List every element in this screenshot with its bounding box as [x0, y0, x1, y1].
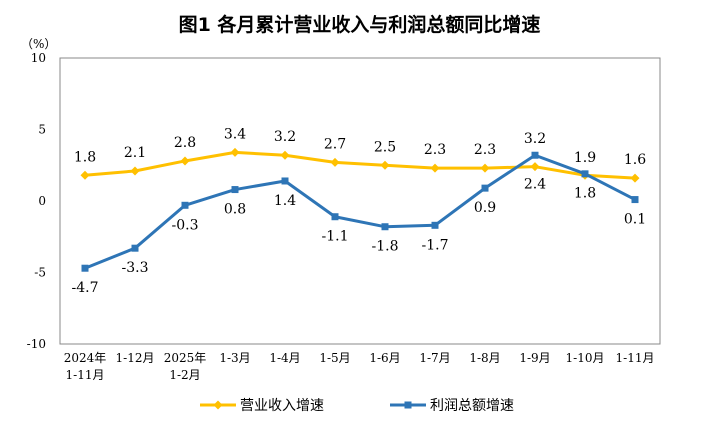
- series-point: [230, 147, 240, 157]
- series-line-0: [84, 150, 636, 180]
- data-label: 2.3: [424, 142, 446, 158]
- y-tick-label: -10: [27, 337, 46, 351]
- data-label: 0.1: [624, 212, 646, 228]
- series-point: [581, 170, 589, 178]
- chart-title: 图1 各月累计营业收入与利润总额同比增速: [178, 14, 541, 36]
- legend-swatch-marker: [213, 400, 223, 410]
- x-tick-label: 1-4月: [269, 351, 300, 365]
- data-label: 1.6: [624, 152, 646, 168]
- series-point: [181, 201, 189, 209]
- series-point: [431, 221, 439, 229]
- data-label: 2.5: [374, 139, 396, 155]
- y-tick-label: 5: [38, 123, 46, 137]
- legend-swatch-marker: [404, 401, 412, 409]
- x-tick-label: 1-5月: [319, 351, 350, 365]
- data-label: 0.9: [474, 200, 496, 216]
- data-label: 1.4: [274, 193, 296, 209]
- data-label: -3.3: [122, 260, 149, 276]
- y-axis-ticks: 10 5 0 -5 -10: [27, 51, 46, 351]
- series-point: [130, 166, 140, 176]
- plot-frame: [59, 57, 661, 345]
- x-tick-label: 1-3月: [219, 351, 250, 365]
- data-label: 3.2: [274, 129, 296, 145]
- series-point: [180, 156, 190, 166]
- series-point: [280, 150, 290, 160]
- series-layer: [80, 147, 640, 272]
- data-label: 1.8: [74, 149, 96, 165]
- data-label: 0.8: [224, 202, 246, 218]
- x-tick-label: 2024年: [64, 351, 107, 365]
- x-tick-label: 2025年: [164, 351, 207, 365]
- data-label: 1.9: [574, 150, 596, 166]
- series-point: [330, 157, 340, 167]
- x-tick-label: 1-2月: [169, 368, 200, 382]
- data-label: 1.8: [574, 185, 596, 201]
- y-tick-label: 0: [38, 194, 46, 208]
- legend-label: 利润总额增速: [430, 398, 514, 414]
- data-label: 2.8: [174, 135, 196, 151]
- data-label: -1.1: [322, 229, 349, 245]
- data-label: 2.7: [324, 136, 346, 152]
- data-label: 3.4: [224, 126, 246, 142]
- series-point: [531, 151, 539, 159]
- series-point: [80, 170, 90, 180]
- series-point: [131, 244, 139, 252]
- series-point: [530, 162, 540, 172]
- series-point: [480, 163, 490, 173]
- series-point: [281, 177, 289, 185]
- x-tick-label: 1-7月: [419, 351, 450, 365]
- series-point: [380, 160, 390, 170]
- series-point: [81, 264, 89, 272]
- x-tick-label: 1-11月: [616, 351, 655, 365]
- series-point: [381, 223, 389, 231]
- legend-label: 营业收入增速: [240, 398, 324, 414]
- legend: 营业收入增速 利润总额增速: [200, 398, 514, 414]
- series-point: [631, 196, 639, 204]
- data-label: -1.8: [372, 239, 399, 255]
- series-point: [231, 186, 239, 194]
- x-tick-label: 1-12月: [116, 351, 155, 365]
- series-point: [430, 163, 440, 173]
- y-tick-label: -5: [34, 266, 46, 280]
- x-tick-label: 1-9月: [519, 351, 550, 365]
- y-tick-label: 10: [31, 51, 46, 65]
- series-point: [331, 213, 339, 221]
- x-tick-label: 1-8月: [469, 351, 500, 365]
- data-label: -1.7: [422, 237, 449, 253]
- data-label: -0.3: [172, 217, 199, 233]
- x-axis-ticks: 2024年 1-11月 1-12月 2025年 1-2月 1-3月 1-4月 1-5月 1-6月…: [64, 351, 655, 382]
- x-tick-label: 1-10月: [566, 351, 605, 365]
- y-axis-unit: （%）: [21, 37, 56, 51]
- x-tick-label: 1-6月: [369, 351, 400, 365]
- data-label: 2.3: [474, 142, 496, 158]
- series-point: [481, 184, 489, 192]
- data-label: 2.4: [524, 177, 546, 193]
- series-point: [630, 173, 640, 183]
- data-label-layer: 1.8 2.1 2.8 3.4 3.2 2.7 2.5 2.3 2.3 2.4 1.8 1.6 -4.7…: [72, 126, 647, 296]
- series-line-1: [84, 153, 636, 270]
- data-label: 3.2: [524, 131, 546, 147]
- data-label: -4.7: [72, 280, 99, 296]
- data-label: 2.1: [124, 145, 146, 161]
- x-tick-label: 1-11月: [66, 368, 105, 382]
